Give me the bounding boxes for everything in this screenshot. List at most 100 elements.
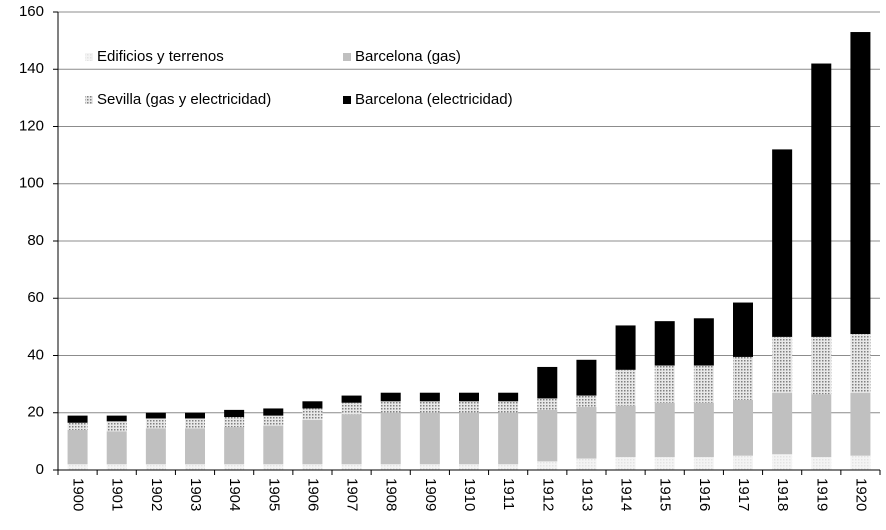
bar-segment bbox=[302, 464, 323, 470]
bar-segment bbox=[654, 457, 675, 470]
x-tick-label: 1917 bbox=[735, 478, 752, 511]
y-tick-label: 120 bbox=[19, 117, 44, 134]
x-tick-label: 1905 bbox=[265, 478, 282, 511]
y-tick-label: 160 bbox=[19, 3, 44, 20]
bar-segment bbox=[419, 392, 440, 402]
bar-segment bbox=[537, 409, 558, 462]
bar-segment bbox=[498, 464, 519, 470]
bar-segment bbox=[733, 302, 753, 357]
x-tick-label: 1911 bbox=[500, 478, 517, 510]
bar-segment bbox=[850, 392, 871, 456]
bar-segment bbox=[654, 321, 675, 366]
bar-segment bbox=[185, 418, 205, 429]
bar-segment bbox=[537, 461, 558, 470]
bar-segment bbox=[850, 334, 871, 393]
bar-segment bbox=[185, 428, 205, 465]
bar-segment bbox=[341, 402, 362, 415]
bar-segment bbox=[67, 422, 88, 430]
legend-swatch bbox=[343, 96, 351, 104]
x-tick-label: 1906 bbox=[304, 478, 321, 511]
bar-segment bbox=[654, 365, 675, 403]
bar-segment bbox=[576, 395, 597, 408]
legend-label: Sevilla (gas y electricidad) bbox=[97, 91, 271, 108]
bar-segment bbox=[419, 401, 440, 413]
bar-segment bbox=[693, 402, 714, 458]
bar-segment bbox=[302, 408, 323, 420]
bar-segment bbox=[733, 455, 753, 470]
x-tick-label: 1903 bbox=[187, 478, 204, 511]
x-tick-label: 1916 bbox=[696, 478, 713, 511]
bar-segment bbox=[263, 464, 284, 470]
bar-segment bbox=[224, 464, 245, 470]
bar-segment bbox=[419, 412, 440, 465]
bar-segment bbox=[498, 401, 519, 413]
x-tick-label: 1914 bbox=[618, 478, 635, 511]
bar-segment bbox=[459, 401, 479, 413]
x-tick-label: 1908 bbox=[383, 478, 400, 511]
x-tick-label: 1900 bbox=[70, 478, 87, 511]
bar-segment bbox=[380, 401, 401, 413]
bar-segment bbox=[106, 415, 127, 422]
bar-segment bbox=[850, 32, 871, 335]
bar-segment bbox=[145, 464, 166, 470]
legend-swatch bbox=[343, 53, 351, 61]
bar-segment bbox=[224, 409, 245, 418]
bar-segment bbox=[615, 369, 636, 406]
x-tick-label: 1909 bbox=[422, 478, 439, 511]
bar-segment bbox=[341, 414, 362, 465]
bar-segment bbox=[850, 455, 871, 470]
x-tick-label: 1918 bbox=[774, 478, 791, 511]
bar-segment bbox=[106, 431, 127, 465]
y-tick-label: 40 bbox=[27, 346, 44, 363]
bar-segment bbox=[419, 464, 440, 470]
bar-segment bbox=[185, 464, 205, 470]
bar-segment bbox=[459, 392, 479, 402]
x-tick-label: 1913 bbox=[578, 478, 595, 511]
bar-segment bbox=[772, 149, 793, 337]
x-tick-label: 1904 bbox=[226, 478, 243, 511]
y-tick-label: 100 bbox=[19, 175, 44, 192]
bar-segment bbox=[380, 412, 401, 465]
bar-segment bbox=[811, 336, 832, 395]
bar-segment bbox=[772, 454, 793, 470]
legend-swatch bbox=[85, 53, 93, 61]
x-tick-label: 1919 bbox=[813, 478, 830, 511]
bar-segment bbox=[263, 408, 284, 416]
bar-segment bbox=[654, 402, 675, 458]
bar-segment bbox=[733, 356, 753, 400]
x-tick-label: 1901 bbox=[109, 478, 126, 511]
bar-segment bbox=[615, 405, 636, 458]
bar-segment bbox=[302, 419, 323, 465]
bar-segment bbox=[145, 428, 166, 465]
bar-segment bbox=[615, 457, 636, 470]
bar-segment bbox=[498, 392, 519, 402]
bar-segment bbox=[772, 392, 793, 455]
bar-segment bbox=[341, 395, 362, 403]
x-tick-label: 1920 bbox=[852, 478, 869, 511]
bar-segment bbox=[106, 464, 127, 470]
bar-segment bbox=[733, 399, 753, 456]
bar-segment bbox=[224, 427, 245, 465]
bar-segment bbox=[693, 365, 714, 403]
x-tick-label: 1915 bbox=[657, 478, 674, 511]
y-tick-label: 0 bbox=[36, 461, 44, 478]
bar-segment bbox=[811, 63, 832, 337]
bar-segment bbox=[185, 412, 205, 419]
bar-segment bbox=[459, 464, 479, 470]
bar-segment bbox=[811, 394, 832, 458]
bar-segment bbox=[145, 412, 166, 419]
bar-segment bbox=[302, 401, 323, 409]
bar-segment bbox=[67, 429, 88, 465]
bar-segment bbox=[693, 457, 714, 470]
bar-segment bbox=[537, 398, 558, 410]
bar-segment bbox=[576, 359, 597, 396]
bar-segment bbox=[341, 464, 362, 470]
bar-segment bbox=[576, 458, 597, 470]
legend-label: Edificios y terrenos bbox=[97, 48, 224, 65]
x-tick-label: 1907 bbox=[344, 478, 361, 511]
bar-segment bbox=[106, 421, 127, 432]
bar-segment bbox=[615, 325, 636, 370]
legend-label: Barcelona (electricidad) bbox=[355, 91, 513, 108]
bar-segment bbox=[145, 418, 166, 429]
